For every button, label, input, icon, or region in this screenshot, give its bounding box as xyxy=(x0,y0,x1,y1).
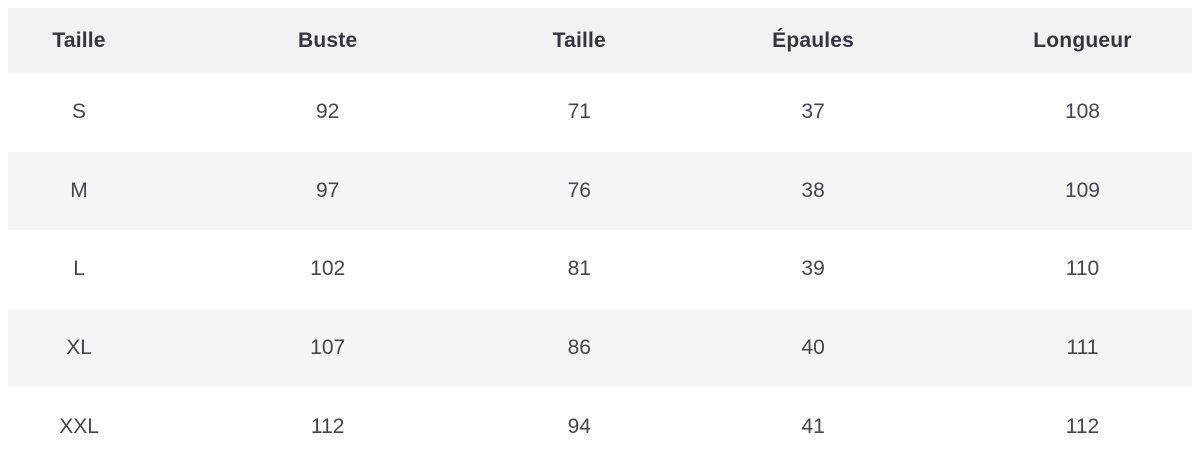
table-row-m: M 97 76 38 109 xyxy=(8,151,1192,231)
waist-value: 86 xyxy=(505,308,654,388)
header-row: Taille Buste Taille Épaules Longueur xyxy=(8,8,1192,73)
bust-value: 92 xyxy=(150,73,506,152)
size-label: M xyxy=(8,151,151,231)
column-header-bust: Buste xyxy=(150,8,506,73)
size-label: XXL xyxy=(8,387,151,466)
waist-value: 76 xyxy=(505,151,654,231)
shoulders-value: 39 xyxy=(653,230,973,309)
table-row-s: S 92 71 37 108 xyxy=(8,73,1192,152)
bust-value: 102 xyxy=(150,230,506,309)
size-label: L xyxy=(8,230,151,309)
size-chart-body: S 92 71 37 108 M 97 76 38 109 L 102 81 3… xyxy=(8,73,1192,466)
shoulders-value: 40 xyxy=(653,308,973,388)
shoulders-value: 38 xyxy=(653,151,973,231)
table-row-xl: XL 107 86 40 111 xyxy=(8,308,1192,388)
length-value: 110 xyxy=(972,230,1192,309)
bust-value: 112 xyxy=(150,387,506,466)
column-header-length: Longueur xyxy=(972,8,1192,73)
length-value: 109 xyxy=(972,151,1192,231)
size-chart-table: Taille Buste Taille Épaules Longueur S 9… xyxy=(8,8,1192,466)
shoulders-value: 37 xyxy=(653,73,973,152)
waist-value: 94 xyxy=(505,387,654,466)
shoulders-value: 41 xyxy=(653,387,973,466)
size-label: S xyxy=(8,73,151,152)
size-label: XL xyxy=(8,308,151,388)
size-chart-header: Taille Buste Taille Épaules Longueur xyxy=(8,8,1192,73)
length-value: 108 xyxy=(972,73,1192,152)
length-value: 111 xyxy=(972,308,1192,388)
table-row-l: L 102 81 39 110 xyxy=(8,230,1192,309)
length-value: 112 xyxy=(972,387,1192,466)
column-header-size: Taille xyxy=(8,8,151,73)
bust-value: 107 xyxy=(150,308,506,388)
waist-value: 81 xyxy=(505,230,654,309)
column-header-waist: Taille xyxy=(505,8,654,73)
waist-value: 71 xyxy=(505,73,654,152)
bust-value: 97 xyxy=(150,151,506,231)
column-header-shoulders: Épaules xyxy=(653,8,973,73)
table-row-xxl: XXL 112 94 41 112 xyxy=(8,387,1192,466)
